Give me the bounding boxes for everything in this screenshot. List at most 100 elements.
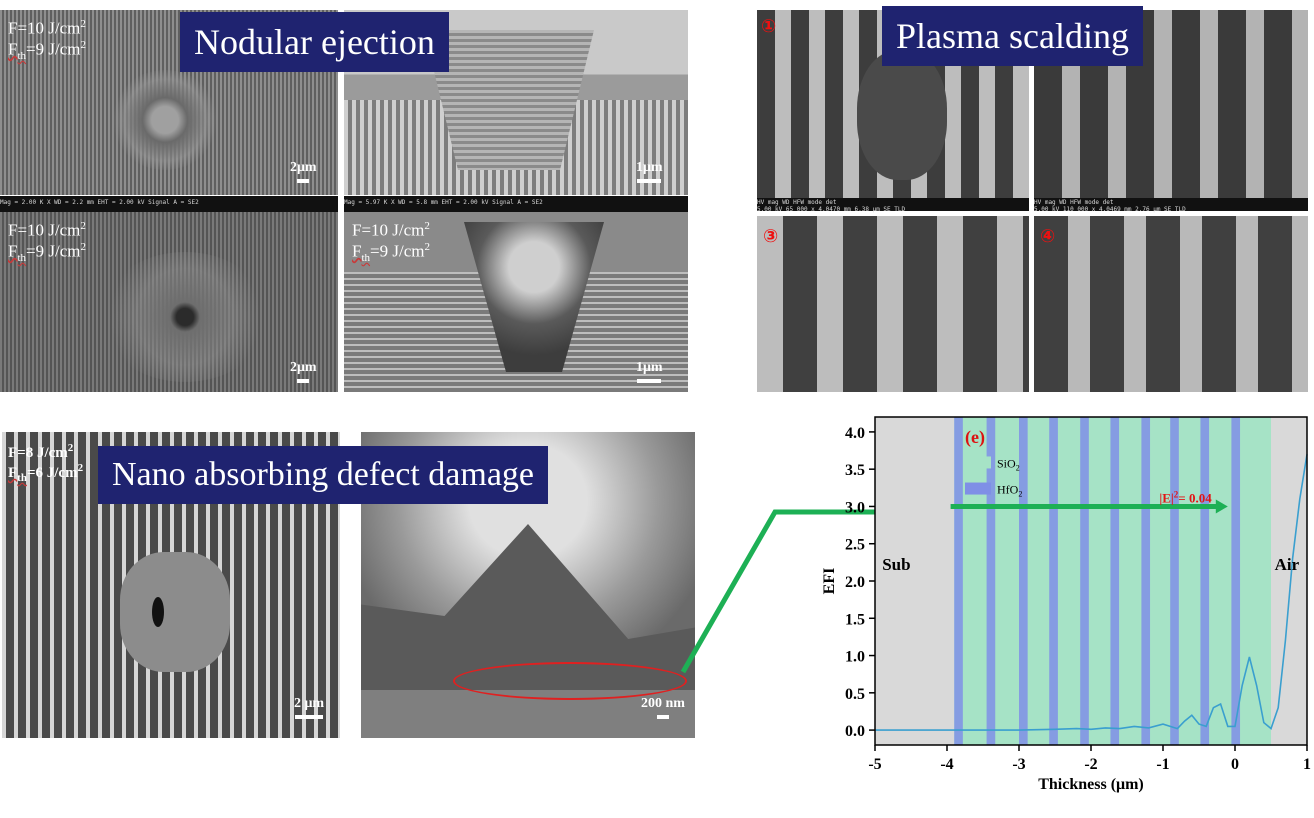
- y-tick-label: 4.0: [845, 425, 865, 442]
- fluence-label: F=10 J/cm2 Fth=9 J/cm2: [8, 220, 86, 264]
- x-tick-label: 0: [1231, 756, 1239, 773]
- x-axis-label: Thickness (μm): [1038, 776, 1144, 793]
- fth-value: =6 J/cm: [26, 465, 78, 481]
- y-tick-label: 3.0: [845, 499, 865, 516]
- y-tick-label: 0.5: [845, 686, 865, 703]
- scale-bar: 2μm: [290, 360, 317, 383]
- scale-label: 2μm: [290, 160, 317, 175]
- legend-swatch: [965, 456, 991, 469]
- fth-prefix: F: [8, 241, 18, 261]
- sem-footer: Mag = 5.97 K X WD = 5.8 mm EHT = 2.00 kV…: [344, 196, 688, 213]
- sem-footer: HV mag WD HFW mode det 5.00 kV 110 000 x …: [1034, 198, 1308, 213]
- hfo2-layer: [954, 417, 963, 745]
- fth-prefix: F: [8, 39, 18, 59]
- legend-sub: 2: [1016, 463, 1020, 472]
- fth-value: =9 J/cm: [26, 39, 81, 59]
- hfo2-layer: [986, 417, 996, 745]
- scale-bar: 200 nm: [641, 696, 685, 719]
- scale-label: 200 nm: [641, 696, 685, 711]
- y-tick-label: 2.0: [845, 574, 865, 591]
- scale-bar: 1μm: [636, 360, 663, 383]
- fth-prefix: F: [352, 241, 362, 261]
- sup: 2: [80, 240, 86, 253]
- fth-sub: th: [361, 251, 371, 264]
- sup: 2: [80, 38, 86, 51]
- sem-footer: HV mag WD HFW mode det 5.00 kV 65 000 x 4…: [757, 198, 1029, 213]
- legend-name: SiO: [997, 456, 1016, 470]
- fluence-label: F=10 J/cm2 Fth=9 J/cm2: [8, 18, 86, 62]
- y-axis-label: EFI: [821, 568, 838, 595]
- sem-nodular-bottom-right: F=10 J/cm2 Fth=9 J/cm2 1μm: [344, 212, 688, 392]
- fth-sub: th: [17, 49, 27, 62]
- footer-values: 5.00 kV 65 000 x 4.0470 mm 6.38 μm SE TL…: [757, 206, 906, 213]
- y-tick-label: 2.5: [845, 537, 865, 554]
- efi-curve: [875, 454, 1308, 731]
- section-title-nodular: Nodular ejection: [180, 12, 449, 72]
- legend-label: SiO2: [997, 456, 1020, 472]
- fth-value: =9 J/cm: [26, 241, 81, 261]
- annotation-main: |E|: [1159, 491, 1173, 506]
- fluence-value: F=10 J/cm: [352, 220, 425, 240]
- substrate-region: [875, 417, 955, 745]
- sup: 2: [424, 240, 430, 253]
- fluence-value: F=10 J/cm: [8, 220, 81, 240]
- y-tick-label: 1.5: [845, 611, 865, 628]
- hfo2-layer: [1080, 417, 1089, 745]
- region-label-air: Air: [1275, 555, 1300, 574]
- scale-bar: 1μm: [636, 160, 663, 183]
- y-tick-label: 1.0: [845, 649, 865, 666]
- footer-headers: HV mag WD HFW mode det: [757, 199, 837, 206]
- sup: 2: [67, 442, 74, 454]
- x-tick-label: -3: [1012, 756, 1025, 773]
- x-tick-label: -1: [1156, 756, 1169, 773]
- x-tick-label: 1: [1303, 756, 1311, 773]
- scale-label: 1μm: [636, 360, 663, 375]
- fluence-label: F=10 J/cm2 Fth=9 J/cm2: [352, 220, 430, 264]
- x-tick-label: -5: [868, 756, 881, 773]
- scale-bar: 2 μm: [294, 696, 324, 719]
- footer-headers: HV mag WD HFW mode det: [1034, 199, 1114, 206]
- fth-sub: th: [17, 472, 27, 484]
- sup: 2: [424, 220, 430, 232]
- legend-sub: 2: [1018, 490, 1022, 499]
- defect-ring: [110, 70, 220, 170]
- fth-prefix: F: [8, 465, 18, 481]
- y-tick-label: 0.0: [845, 723, 865, 740]
- region-label-sub: Sub: [882, 555, 910, 574]
- hfo2-layer: [1141, 417, 1151, 745]
- annotation-tail: = 0.04: [1178, 491, 1212, 506]
- footer-values: 5.00 kV 110 000 x 4.0469 mm 2.76 μm SE T…: [1034, 206, 1186, 213]
- hfo2-layer: [1019, 417, 1028, 745]
- sem-plasma-4: ④: [1034, 216, 1308, 392]
- hfo2-layer: [1170, 417, 1179, 745]
- legend-name: HfO: [997, 483, 1019, 497]
- legend-label: HfO2: [997, 483, 1022, 499]
- highlight-ellipse: [453, 662, 687, 700]
- scale-label: 1μm: [636, 160, 663, 175]
- sup: 2: [80, 18, 86, 30]
- fluence-value: F=10 J/cm: [8, 18, 81, 38]
- efi-chart: -5 -4 -3 -2 -1 0 10.00.51.01.52.02.53.03.54.0 …: [821, 416, 1311, 793]
- hfo2-layer: [1231, 417, 1241, 745]
- x-tick-label: -4: [940, 756, 953, 773]
- scale-label: 2 μm: [294, 696, 325, 711]
- hfo2-layer: [1049, 417, 1058, 745]
- panel-number: ④: [1040, 226, 1056, 247]
- sem-plasma-3: ③: [757, 216, 1029, 392]
- section-title-nano: Nano absorbing defect damage: [98, 446, 548, 504]
- y-tick-label: 3.5: [845, 462, 865, 479]
- panel-number: ③: [763, 226, 779, 247]
- air-region: [1271, 417, 1307, 745]
- hfo2-layer: [1200, 417, 1210, 745]
- damage-site: [120, 552, 230, 672]
- fth-sub: th: [17, 251, 27, 264]
- scale-bar: 2μm: [290, 160, 317, 183]
- scald-spot: [857, 50, 947, 180]
- x-tick-label: -2: [1084, 756, 1097, 773]
- sup: 2: [77, 462, 84, 474]
- fluence-value: F=8 J/cm: [8, 445, 68, 461]
- section-title-plasma: Plasma scalding: [882, 6, 1143, 66]
- sem-footer: Mag = 2.00 K X WD = 2.2 mm EHT = 2.00 kV…: [0, 196, 338, 213]
- sem-nodular-bottom-left: F=10 J/cm2 Fth=9 J/cm2 2μm: [0, 212, 338, 392]
- plot-frame: [874, 416, 1308, 746]
